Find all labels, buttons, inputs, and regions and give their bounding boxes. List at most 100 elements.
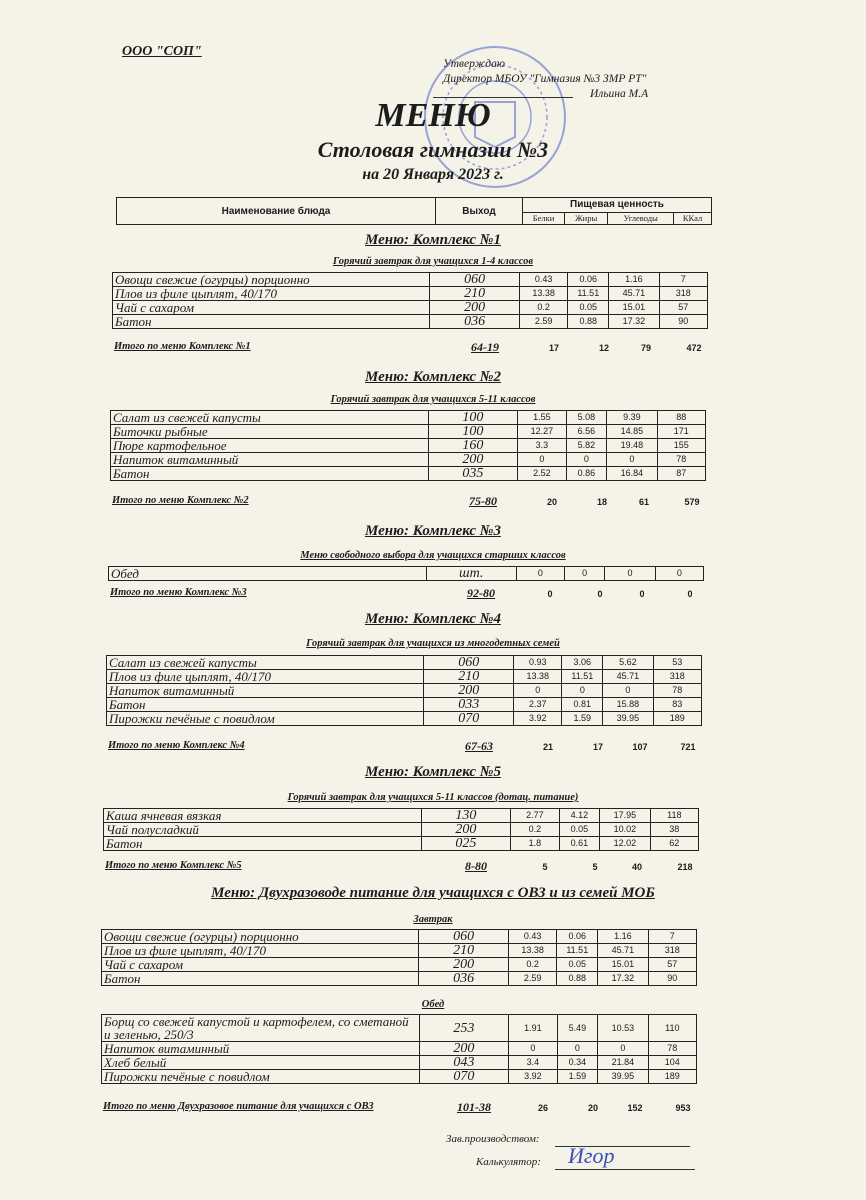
protein: 0 bbox=[512, 683, 563, 698]
fat: 5.49 bbox=[556, 1014, 599, 1042]
calculator-label: Калькулятор: bbox=[476, 1156, 541, 1168]
dish-name: Каша ячневая вязкая bbox=[103, 808, 422, 823]
carbs: 0 bbox=[602, 683, 654, 698]
table-row: Салат из свежей капусты 100 1.55 5.08 9.39 88 bbox=[110, 410, 707, 425]
total-cost: 8-80 bbox=[465, 859, 487, 873]
dish-name: Напиток витаминный bbox=[105, 683, 425, 698]
kcal: 62 bbox=[649, 836, 700, 851]
dish-name: Батон bbox=[100, 971, 420, 986]
kcal: 155 bbox=[656, 438, 707, 453]
protein: 2.59 bbox=[518, 314, 569, 329]
table-row: Овощи свежие (огурцы) порционно 060 0.43 0.… bbox=[111, 272, 709, 287]
menu-table: Борщ со свежей капустой и картофелем, со… bbox=[101, 1014, 698, 1084]
section-title: Меню: Комплекс №3 bbox=[365, 523, 501, 539]
fat: 0.06 bbox=[567, 272, 610, 287]
header-protein: Белки bbox=[521, 211, 566, 226]
kcal: 78 bbox=[656, 452, 707, 467]
total-protein: 17 bbox=[548, 343, 559, 353]
fat: 0.05 bbox=[567, 300, 610, 315]
total-carbs: 79 bbox=[640, 343, 651, 353]
section-title: Меню: Комплекс №4 bbox=[365, 611, 501, 627]
section-total-row: Итого по меню Комплекс №1 64-19 17 12 79 472 bbox=[114, 340, 714, 354]
dish-name: Овощи свежие (огурцы) порционно bbox=[100, 929, 420, 944]
table-row: Салат из свежей капусты 060 0.93 3.06 5.62 53 bbox=[105, 655, 703, 670]
dish-output: 210 bbox=[418, 943, 509, 958]
official-seal-stamp bbox=[424, 46, 566, 188]
section-total-row: Итого по меню Комплекс №2 75-80 20 18 61 579 bbox=[112, 494, 712, 508]
menu-table: Овощи свежие (огурцы) порционно 060 0.43 0.… bbox=[111, 272, 709, 329]
dish-output: 060 bbox=[418, 929, 509, 944]
dish-output: 200 bbox=[429, 300, 520, 315]
carbs: 0 bbox=[604, 566, 656, 581]
dish-output: 210 bbox=[423, 669, 514, 684]
carbs: 45.71 bbox=[602, 669, 654, 684]
fat: 0.81 bbox=[561, 697, 604, 712]
carbs: 1.16 bbox=[597, 929, 649, 944]
dish-name: Батон bbox=[103, 836, 422, 851]
total-fat: 0 bbox=[597, 589, 603, 599]
dish-output: 200 bbox=[423, 683, 514, 698]
menu-table: Обед шт. 0 0 0 0 bbox=[108, 566, 705, 581]
carbs: 17.95 bbox=[599, 808, 651, 823]
dish-name: Батон bbox=[105, 697, 425, 712]
kcal: 0 bbox=[654, 566, 705, 581]
header-output: Выход bbox=[435, 197, 523, 225]
kcal: 57 bbox=[647, 957, 698, 972]
kcal: 87 bbox=[656, 466, 707, 481]
header-kcal: ККал bbox=[673, 211, 712, 226]
total-fat: 18 bbox=[596, 497, 607, 507]
total-kcal: 721 bbox=[680, 742, 696, 752]
protein: 13.38 bbox=[507, 943, 558, 958]
menu-table: Салат из свежей капусты 060 0.93 3.06 5.62 53… bbox=[105, 655, 703, 726]
page-subtitle: Столовая гимназии №3 bbox=[317, 137, 549, 162]
protein: 2.52 bbox=[517, 466, 567, 481]
dish-name: Плов из филе цыплят, 40/170 bbox=[100, 943, 420, 958]
kcal: 7 bbox=[658, 272, 709, 287]
total-carbs: 40 bbox=[631, 862, 642, 872]
fat: 0 bbox=[563, 566, 606, 581]
table-row: Хлеб белый 043 3.4 0.34 21.84 104 bbox=[101, 1055, 698, 1070]
carbs: 17.32 bbox=[608, 314, 660, 329]
production-head-label: Зав.производством: bbox=[446, 1133, 540, 1145]
total-kcal: 579 bbox=[684, 497, 700, 507]
approval-position: Директор МБОУ "Гимназия №3 ЗМР РТ" bbox=[443, 73, 647, 85]
carbs: 45.71 bbox=[597, 943, 649, 958]
total-fat: 12 bbox=[598, 343, 609, 353]
carbs: 21.84 bbox=[597, 1055, 649, 1070]
protein: 13.38 bbox=[512, 669, 563, 684]
menu-table: Овощи свежие (огурцы) порционно 060 0.43 0.… bbox=[100, 929, 698, 986]
table-row: Напиток витаминный 200 0 0 0 78 bbox=[105, 683, 703, 698]
fat: 5.08 bbox=[565, 410, 608, 425]
kcal: 318 bbox=[652, 669, 703, 684]
section-total-row: Итого по меню Комплекс №5 8-80 5 5 40 218 bbox=[105, 859, 705, 873]
table-row: Обед шт. 0 0 0 0 bbox=[108, 566, 705, 581]
dish-name: Борщ со свежей капустой и картофелем, со… bbox=[101, 1014, 420, 1042]
fat: 0 bbox=[556, 1041, 599, 1056]
total-fat: 20 bbox=[587, 1103, 598, 1113]
table-row: Батон 036 2.59 0.88 17.32 90 bbox=[111, 314, 709, 329]
carbs: 14.85 bbox=[606, 424, 658, 439]
fat: 0.05 bbox=[558, 822, 601, 837]
section-title: Меню: Комплекс №2 bbox=[365, 369, 501, 385]
total-carbs: 0 bbox=[639, 589, 645, 599]
dish-name: Биточки рыбные bbox=[110, 424, 429, 439]
fat: 4.12 bbox=[558, 808, 601, 823]
kcal: 318 bbox=[647, 943, 698, 958]
fat: 0.88 bbox=[556, 971, 599, 986]
total-protein: 26 bbox=[537, 1103, 548, 1113]
dish-name: Плов из филе цыплят, 40/170 bbox=[111, 286, 431, 301]
carbs: 16.84 bbox=[606, 466, 658, 481]
fat: 1.59 bbox=[556, 1069, 599, 1084]
page-title: МЕНЮ bbox=[375, 97, 491, 134]
kcal: 83 bbox=[652, 697, 703, 712]
protein: 2.59 bbox=[507, 971, 558, 986]
dish-output: 100 bbox=[427, 410, 519, 425]
protein: 13.38 bbox=[518, 286, 569, 301]
section-subtitle: Горячий завтрак для учащихся 5-11 классо… bbox=[287, 792, 579, 803]
protein: 12.27 bbox=[517, 424, 567, 439]
total-protein: 0 bbox=[547, 589, 553, 599]
total-kcal: 218 bbox=[677, 862, 693, 872]
approval-signature-line bbox=[433, 97, 573, 98]
section-title: Меню: Двухразоводе питание для учащихся … bbox=[211, 885, 655, 901]
dish-name: Салат из свежей капусты bbox=[110, 410, 429, 425]
